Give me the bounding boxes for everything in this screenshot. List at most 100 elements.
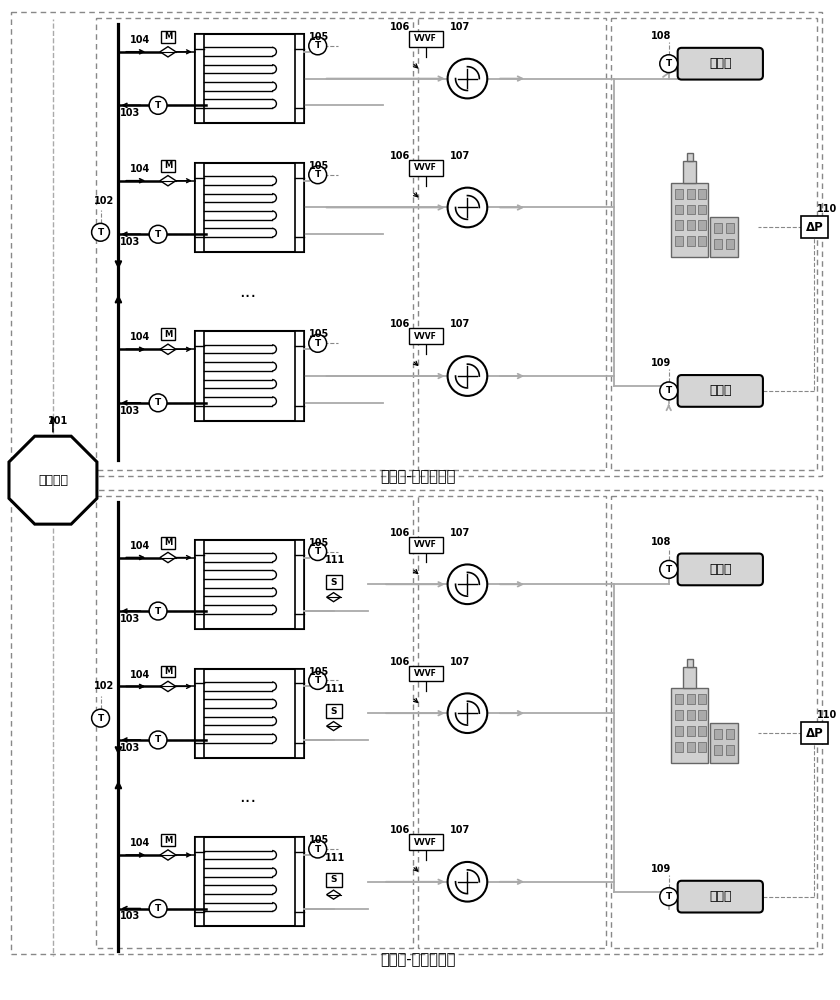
Bar bbox=[675, 236, 683, 246]
Circle shape bbox=[659, 560, 678, 578]
Text: 106: 106 bbox=[390, 22, 410, 32]
Text: 先并联-后串联结构: 先并联-后串联结构 bbox=[381, 953, 455, 968]
Bar bbox=[326, 704, 342, 718]
Bar bbox=[195, 669, 304, 758]
Circle shape bbox=[448, 564, 487, 604]
Bar bbox=[801, 216, 828, 238]
Text: VVVF: VVVF bbox=[414, 332, 438, 341]
Bar bbox=[409, 328, 443, 344]
Circle shape bbox=[448, 59, 487, 98]
Bar bbox=[417, 18, 606, 470]
Text: 集水器: 集水器 bbox=[709, 384, 732, 397]
Text: 106: 106 bbox=[390, 657, 410, 667]
Text: 103: 103 bbox=[120, 614, 140, 624]
Bar bbox=[686, 659, 692, 667]
Bar bbox=[326, 575, 342, 589]
Polygon shape bbox=[160, 47, 176, 57]
Text: S: S bbox=[330, 875, 337, 884]
Text: 106: 106 bbox=[390, 151, 410, 161]
Text: T: T bbox=[314, 676, 321, 685]
Circle shape bbox=[309, 840, 327, 858]
Circle shape bbox=[150, 96, 167, 114]
Circle shape bbox=[448, 862, 487, 902]
Bar bbox=[727, 729, 734, 739]
Text: T: T bbox=[665, 892, 672, 901]
Text: 103: 103 bbox=[120, 237, 140, 247]
Text: VVVF: VVVF bbox=[414, 669, 438, 678]
Text: 105: 105 bbox=[309, 329, 329, 339]
Text: S: S bbox=[330, 578, 337, 587]
Bar bbox=[675, 710, 683, 720]
Circle shape bbox=[309, 166, 327, 184]
Bar bbox=[686, 726, 695, 736]
Text: T: T bbox=[665, 59, 672, 68]
Text: T: T bbox=[97, 714, 103, 723]
Bar bbox=[699, 694, 706, 704]
Text: M: M bbox=[164, 32, 172, 41]
Circle shape bbox=[309, 543, 327, 560]
Bar bbox=[326, 873, 342, 887]
Text: 分水器: 分水器 bbox=[709, 563, 732, 576]
Bar bbox=[160, 31, 176, 43]
Text: VVVF: VVVF bbox=[414, 34, 438, 43]
Bar bbox=[612, 496, 817, 948]
Bar bbox=[195, 34, 304, 123]
Text: 107: 107 bbox=[449, 22, 470, 32]
Text: 105: 105 bbox=[309, 32, 329, 42]
FancyBboxPatch shape bbox=[678, 375, 763, 407]
Bar bbox=[727, 239, 734, 249]
Bar bbox=[675, 694, 683, 704]
Bar bbox=[699, 220, 706, 230]
Text: VVVF: VVVF bbox=[414, 838, 438, 847]
Bar bbox=[686, 205, 695, 214]
Text: M: M bbox=[164, 667, 172, 676]
Bar bbox=[686, 220, 695, 230]
Text: VVVF: VVVF bbox=[414, 540, 438, 549]
Bar bbox=[295, 540, 304, 629]
Text: 107: 107 bbox=[449, 319, 470, 329]
Text: T: T bbox=[155, 101, 161, 110]
Bar bbox=[195, 837, 304, 926]
Text: 104: 104 bbox=[130, 35, 150, 45]
Text: 分水器: 分水器 bbox=[709, 57, 732, 70]
Bar bbox=[675, 726, 683, 736]
FancyBboxPatch shape bbox=[678, 48, 763, 80]
Bar bbox=[96, 496, 413, 948]
Text: T: T bbox=[314, 170, 321, 179]
Bar bbox=[160, 834, 176, 846]
Bar bbox=[195, 163, 304, 252]
Text: 106: 106 bbox=[390, 319, 410, 329]
Text: 105: 105 bbox=[309, 161, 329, 171]
Text: 104: 104 bbox=[130, 670, 150, 680]
Bar bbox=[612, 18, 817, 470]
Text: 108: 108 bbox=[651, 537, 671, 547]
Bar bbox=[699, 726, 706, 736]
Bar bbox=[11, 12, 822, 476]
Text: 111: 111 bbox=[325, 555, 346, 565]
FancyBboxPatch shape bbox=[678, 881, 763, 912]
Circle shape bbox=[659, 55, 678, 73]
Text: 110: 110 bbox=[816, 204, 837, 214]
Text: ΔP: ΔP bbox=[806, 727, 823, 740]
Circle shape bbox=[150, 394, 167, 412]
Text: 102: 102 bbox=[94, 196, 114, 206]
Polygon shape bbox=[160, 344, 176, 354]
Bar bbox=[686, 236, 695, 246]
Text: T: T bbox=[314, 547, 321, 556]
Text: 109: 109 bbox=[651, 358, 671, 368]
Text: 111: 111 bbox=[325, 853, 346, 863]
Bar bbox=[686, 694, 695, 704]
Circle shape bbox=[309, 334, 327, 352]
Circle shape bbox=[150, 900, 167, 917]
Bar bbox=[195, 837, 203, 926]
Text: 111: 111 bbox=[325, 684, 346, 694]
Text: T: T bbox=[97, 228, 103, 237]
Circle shape bbox=[448, 356, 487, 396]
Polygon shape bbox=[160, 176, 176, 186]
Bar bbox=[195, 331, 203, 421]
Text: 控制模块: 控制模块 bbox=[38, 474, 68, 487]
Polygon shape bbox=[327, 722, 340, 731]
Circle shape bbox=[659, 382, 678, 400]
Text: 110: 110 bbox=[816, 710, 837, 720]
Bar bbox=[295, 837, 304, 926]
